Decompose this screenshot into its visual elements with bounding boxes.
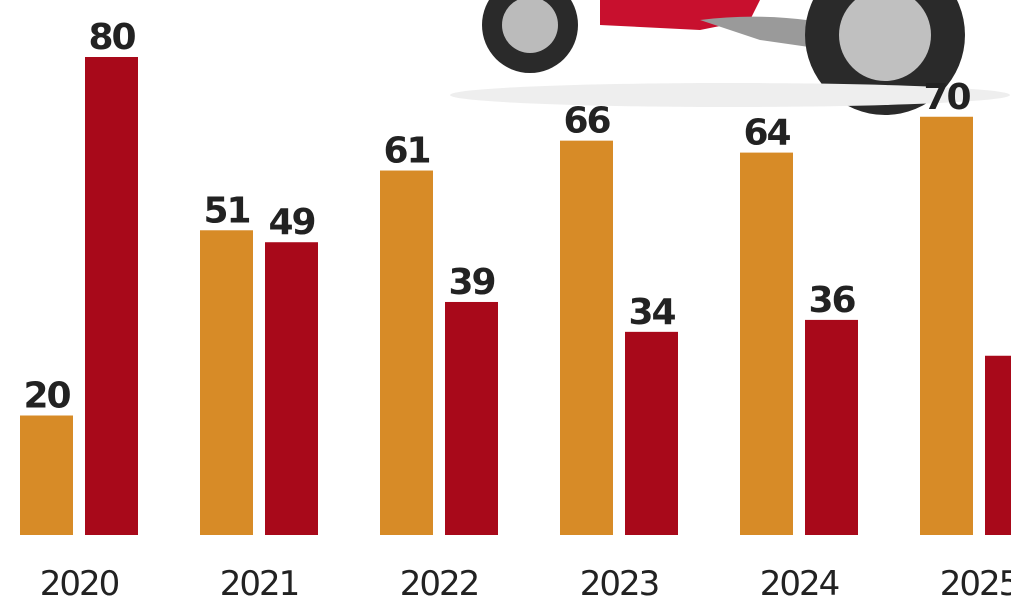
bar	[625, 331, 678, 535]
data-label: 36	[808, 280, 855, 321]
data-label: 61	[383, 131, 429, 172]
data-label: 80	[88, 17, 135, 58]
bar	[265, 242, 318, 535]
x-tick-label: 2023	[580, 564, 659, 604]
scooter-illustration	[450, 0, 1010, 115]
x-tick-label: 2024	[760, 564, 839, 604]
data-label: 34	[628, 292, 675, 333]
x-tick-label: 2020	[40, 564, 119, 604]
bar	[740, 152, 793, 535]
bar	[560, 140, 613, 535]
bar	[985, 355, 1011, 535]
bar	[445, 301, 498, 535]
data-label: 20	[23, 376, 70, 417]
bar	[380, 170, 433, 535]
x-tick-label: 2022	[400, 564, 479, 604]
data-label: 51	[203, 190, 249, 231]
data-label: 66	[563, 101, 610, 142]
data-label: 49	[268, 202, 314, 243]
data-label: 39	[448, 262, 494, 303]
data-label: 64	[743, 113, 790, 154]
bar	[805, 319, 858, 535]
data-label: 70	[923, 77, 970, 118]
bar	[20, 415, 73, 535]
bar	[85, 57, 138, 535]
bar	[920, 116, 973, 535]
x-tick-label: 2025	[940, 564, 1011, 604]
x-tick-label: 2021	[220, 564, 299, 604]
bar	[200, 230, 253, 535]
